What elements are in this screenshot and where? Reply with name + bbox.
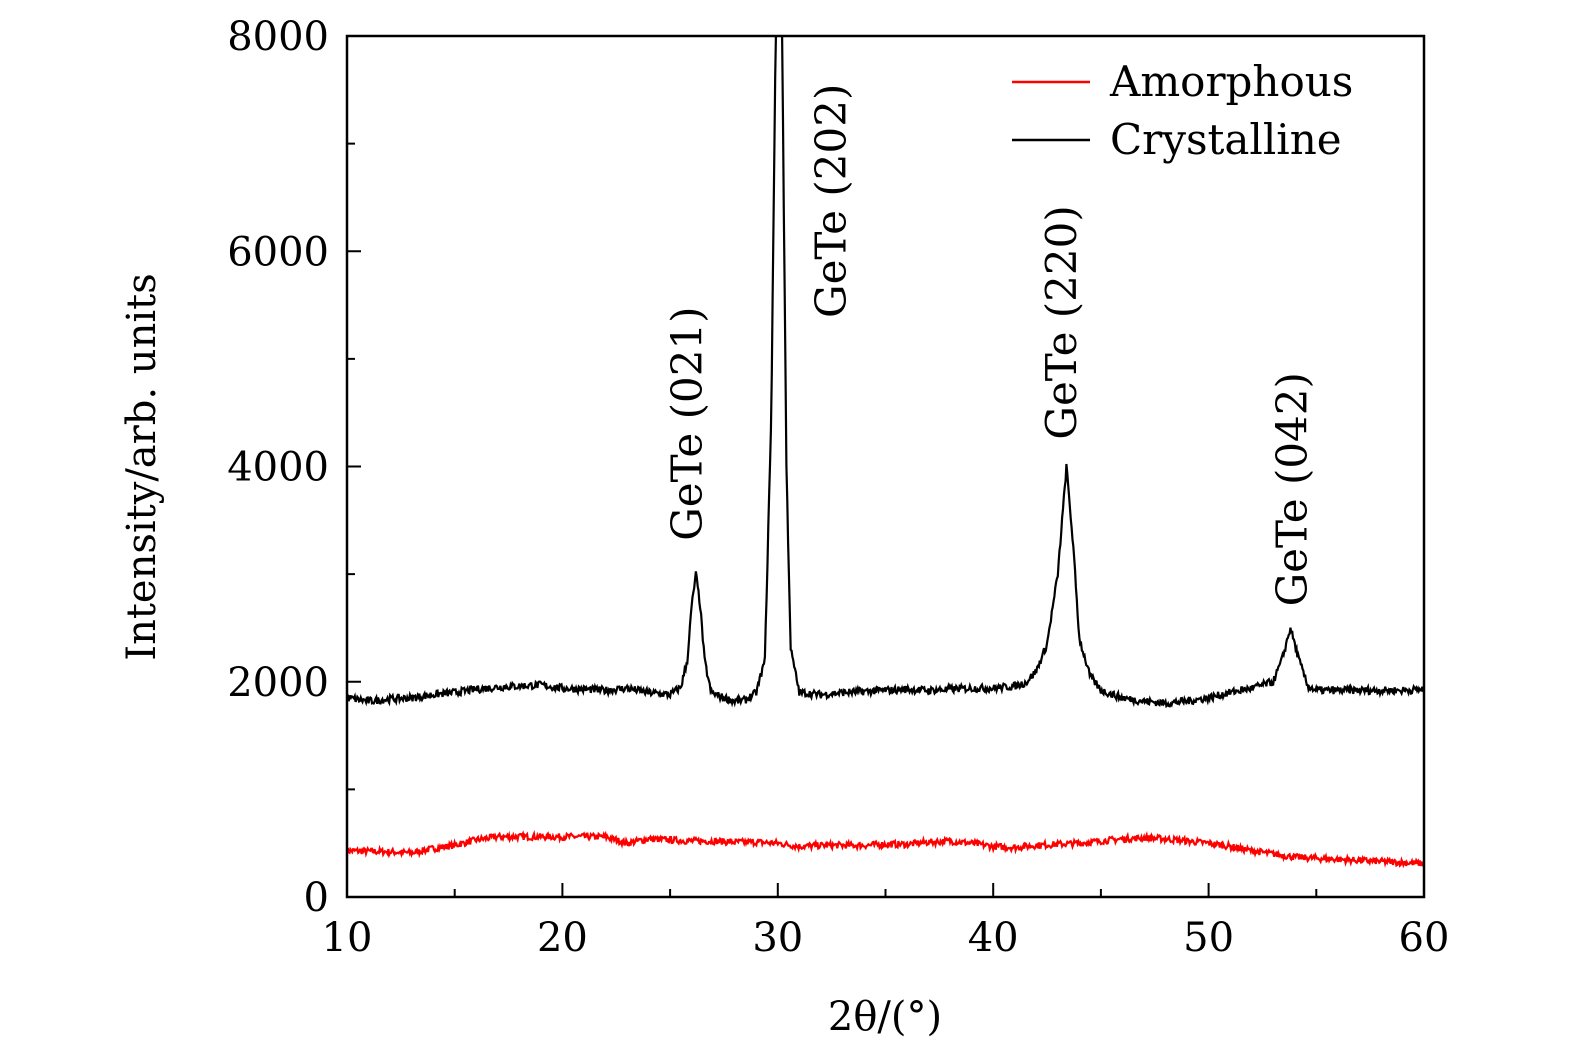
series-line-crystalline xyxy=(347,36,1424,709)
x-tick-label: 20 xyxy=(537,915,588,961)
plot-frame xyxy=(345,34,1426,899)
x-axis-label: 2θ/(°) xyxy=(828,994,942,1040)
legend: Amorphous Crystalline xyxy=(1012,57,1353,164)
x-tick-label: 40 xyxy=(968,915,1019,961)
x-tick-label: 60 xyxy=(1399,915,1450,961)
peak-label: GeTe (220) xyxy=(1037,205,1086,439)
x-tick-label: 30 xyxy=(752,915,803,961)
x-tick-label: 10 xyxy=(322,915,373,961)
peak-label: GeTe (202) xyxy=(807,84,856,318)
series-layer xyxy=(347,36,1424,869)
series-line-amorphous xyxy=(347,829,1424,869)
annotations: GeTe (021) GeTe (202) GeTe (220) GeTe (042) xyxy=(662,84,1316,607)
legend-label-crystalline: Crystalline xyxy=(1110,115,1342,164)
peak-label: GeTe (021) xyxy=(662,306,711,540)
x-tick-label: 50 xyxy=(1183,915,1234,961)
y-tick-label: 6000 xyxy=(227,229,329,275)
y-tick-label: 8000 xyxy=(227,14,329,60)
y-tick-label: 2000 xyxy=(227,660,329,706)
y-tick-label: 0 xyxy=(304,875,329,921)
peak-label: GeTe (042) xyxy=(1268,372,1317,606)
y-axis-label: Intensity/arb. units xyxy=(119,273,165,660)
legend-label-amorphous: Amorphous xyxy=(1109,57,1353,106)
ticks-layer: 10 20 30 40 50 60 0 2000 4000 6000 8000 xyxy=(227,14,1449,961)
y-tick-label: 4000 xyxy=(227,445,329,491)
